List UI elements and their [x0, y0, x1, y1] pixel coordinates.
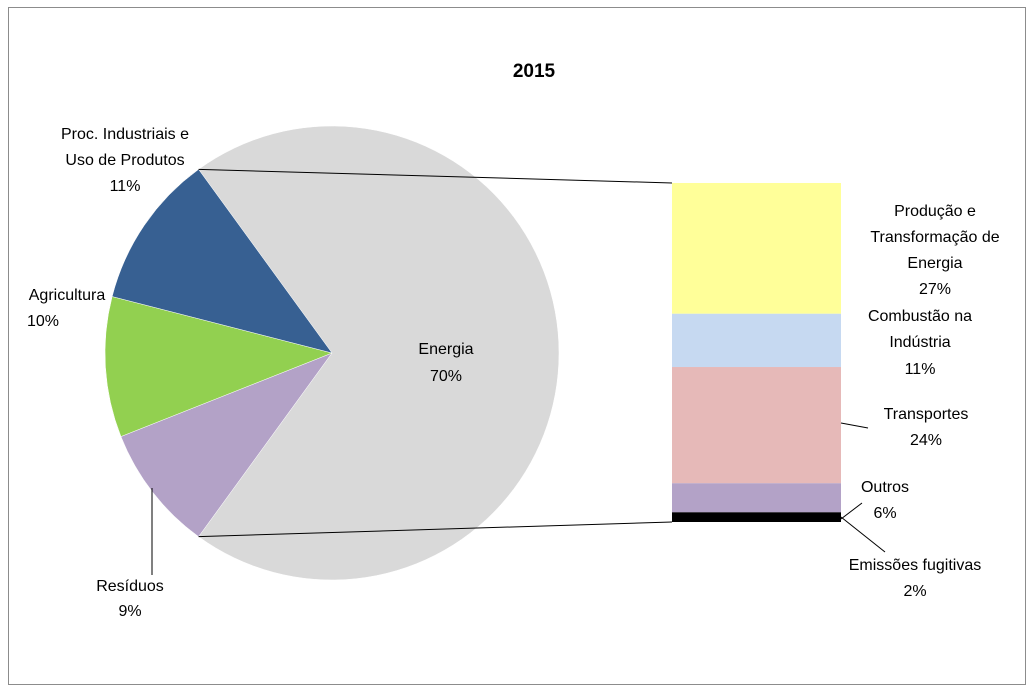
segment-label-producao: Produção e Transformação de Energia 27%: [870, 203, 999, 298]
segment-label-name-line-1: Produção e: [894, 203, 976, 220]
segment-label-name: Emissões fugitivas: [849, 557, 982, 574]
segment-label-transportes: Transportes 24%: [884, 406, 969, 449]
slice-label-agricultura: Agricultura 10%: [27, 287, 105, 330]
slice-label-name: Agricultura: [29, 287, 106, 304]
slice-label-name: Resíduos: [96, 578, 164, 595]
slice-label-residuos: Resíduos 9%: [96, 578, 164, 620]
pie-slices: [104, 125, 560, 581]
leader-lines: [151, 422, 886, 575]
slice-label-name-line-1: Proc. Industriais e: [61, 126, 189, 143]
breakdown-bar: [672, 183, 841, 522]
segment-label-outros: Outros 6%: [861, 479, 909, 522]
pie-slice-energia: [198, 125, 560, 581]
slice-label-percent: 9%: [118, 603, 141, 620]
bar-segment-combustao-na-industria: [672, 313, 841, 368]
pie-slice-agricultura: [104, 296, 333, 437]
slice-label-name-line-2: Uso de Produtos: [65, 152, 184, 169]
segment-label-name-line-1: Combustão na: [868, 308, 972, 325]
segment-label-percent: 27%: [919, 281, 951, 298]
bar-segment-outros: [672, 483, 841, 513]
segment-label-name: Outros: [861, 479, 909, 496]
segment-label-percent: 6%: [873, 505, 896, 522]
connector-lines: [198, 168, 673, 538]
segment-label-name-line-3: Energia: [907, 255, 962, 272]
bar-segment-producao-e-transformacao-de-energia: [672, 183, 841, 314]
pie-slice-residuos: [120, 352, 333, 537]
segment-label-name-line-2: Transformação de: [870, 229, 999, 246]
segment-label-percent: 24%: [910, 432, 942, 449]
pie-slice-proc-industriais-e-uso-de-produtos: [111, 169, 333, 354]
slice-label-percent: 11%: [110, 178, 141, 195]
bar-segment-emissoes-fugitivas: [672, 512, 841, 522]
leader-line-transportes: [840, 422, 869, 429]
chart-title: 2015: [513, 61, 556, 82]
connector-line-top: [198, 168, 673, 184]
leader-line-outros: [840, 502, 863, 520]
slice-label-energia: Energia 70%: [418, 341, 473, 385]
slice-label-percent: 10%: [27, 313, 59, 330]
slice-label-proc-industriais: Proc. Industriais e Uso de Produtos 11%: [61, 126, 189, 195]
segment-label-name: Transportes: [884, 406, 969, 423]
connector-line-bottom: [198, 521, 673, 538]
segment-label-combustao: Combustão na Indústria 11%: [868, 308, 972, 378]
segment-label-percent: 2%: [903, 583, 926, 600]
segment-label-percent: 11%: [905, 361, 936, 378]
slice-label-percent: 70%: [430, 368, 462, 385]
segment-label-name-line-2: Indústria: [889, 334, 950, 351]
slice-label-name: Energia: [418, 341, 473, 358]
segment-label-emissoes: Emissões fugitivas 2%: [849, 557, 982, 600]
leader-line-emissoes: [840, 516, 886, 553]
bar-segment-transportes: [672, 367, 841, 484]
